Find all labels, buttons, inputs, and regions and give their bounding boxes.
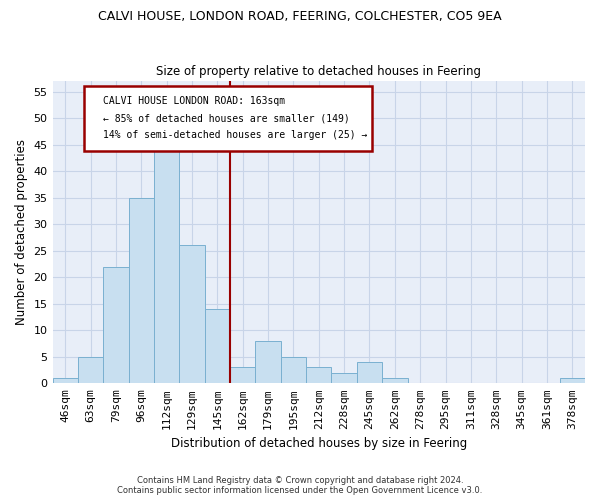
Bar (154, 144, 179, 384)
Title: Size of property relative to detached houses in Feering: Size of property relative to detached ho… (156, 66, 481, 78)
Y-axis label: Number of detached properties: Number of detached properties (15, 139, 28, 325)
Bar (357, 362, 382, 384)
Bar (256, 341, 281, 384)
FancyBboxPatch shape (85, 86, 372, 150)
Bar (128, 198, 154, 384)
Bar (306, 368, 331, 384)
Bar (53, 378, 78, 384)
Text: 14% of semi-detached houses are larger (25) →: 14% of semi-detached houses are larger (… (103, 130, 368, 140)
Bar (179, 246, 205, 384)
Text: ← 85% of detached houses are smaller (149): ← 85% of detached houses are smaller (14… (103, 113, 350, 123)
Bar (103, 266, 128, 384)
X-axis label: Distribution of detached houses by size in Feering: Distribution of detached houses by size … (170, 437, 467, 450)
Bar (560, 378, 585, 384)
Bar (205, 309, 230, 384)
Bar (382, 378, 407, 384)
Bar (78, 357, 103, 384)
Bar (331, 372, 357, 384)
Text: CALVI HOUSE LONDON ROAD: 163sqm: CALVI HOUSE LONDON ROAD: 163sqm (103, 96, 285, 106)
Bar (281, 357, 306, 384)
Text: Contains HM Land Registry data © Crown copyright and database right 2024.
Contai: Contains HM Land Registry data © Crown c… (118, 476, 482, 495)
Text: CALVI HOUSE, LONDON ROAD, FEERING, COLCHESTER, CO5 9EA: CALVI HOUSE, LONDON ROAD, FEERING, COLCH… (98, 10, 502, 23)
Bar (230, 368, 256, 384)
